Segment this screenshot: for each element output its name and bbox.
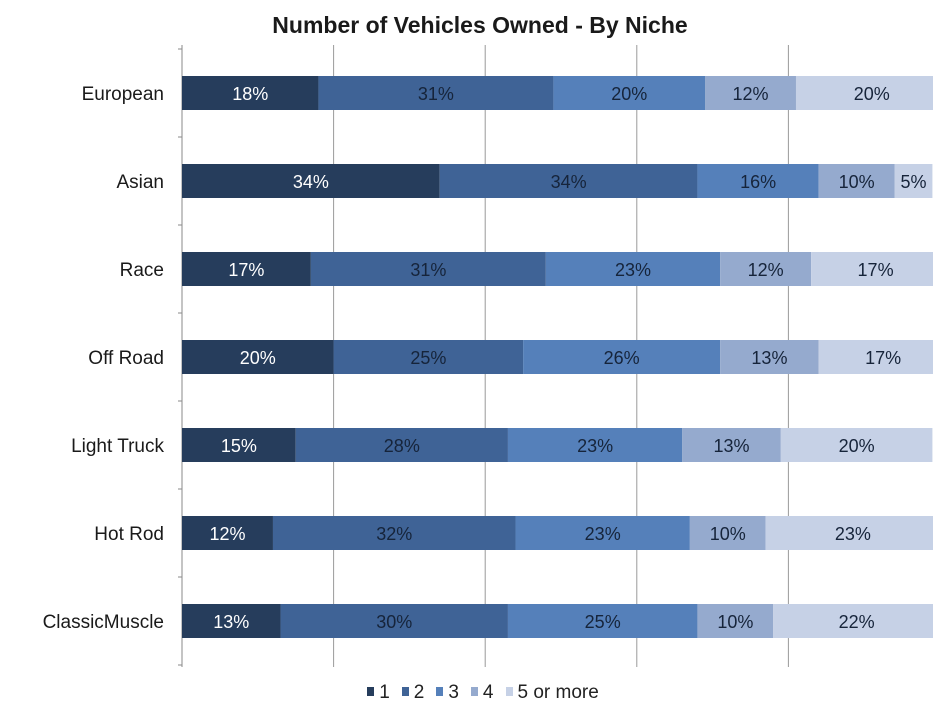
bar-segment [310, 252, 546, 286]
data-label: 26% [604, 348, 640, 368]
bar-segment [182, 164, 440, 198]
bar-segment [689, 516, 766, 550]
bar-segment [280, 604, 508, 638]
bar-segment [182, 252, 311, 286]
bar-segment [295, 428, 508, 462]
bar-segment [682, 428, 781, 462]
bar-segment [795, 76, 933, 110]
data-label: 23% [615, 260, 651, 280]
legend-item: 4 [470, 682, 494, 704]
data-label: 17% [228, 260, 264, 280]
bar-segment [818, 340, 933, 374]
chart-title: Number of Vehicles Owned - By Niche [272, 12, 688, 38]
legend-label: 5 or more [517, 682, 599, 703]
category-label: Race [120, 260, 164, 281]
bar-segment [773, 604, 933, 638]
data-label: 25% [410, 348, 446, 368]
legend-label: 1 [379, 682, 390, 703]
bar-segment [720, 252, 812, 286]
bar-segment [697, 164, 819, 198]
data-label: 20% [240, 348, 276, 368]
bar-segment [765, 516, 933, 550]
data-label: 17% [858, 260, 894, 280]
data-label: 12% [748, 260, 784, 280]
legend-item: 5 or more [505, 682, 599, 704]
legend-label: 3 [448, 682, 459, 703]
data-label: 13% [213, 612, 249, 632]
bar-segment [697, 604, 774, 638]
data-label: 31% [418, 84, 454, 104]
data-label: 31% [410, 260, 446, 280]
bar-segment [182, 516, 273, 550]
bar-segment [507, 428, 683, 462]
data-label: 34% [293, 172, 329, 192]
data-label: 23% [835, 524, 871, 544]
data-label: 30% [376, 612, 412, 632]
bar-segment [439, 164, 698, 198]
legend-label: 2 [413, 682, 425, 703]
category-label: Light Truck [71, 436, 164, 457]
data-label: 12% [732, 84, 768, 104]
data-label: 20% [611, 84, 647, 104]
bar-segment [272, 516, 516, 550]
category-label: European [82, 84, 164, 105]
category-label: Asian [116, 172, 164, 193]
data-label: 10% [717, 612, 753, 632]
data-label: 17% [865, 348, 901, 368]
legend-item: 1 [367, 682, 390, 704]
category-label: Off Road [88, 348, 164, 369]
data-label: 16% [740, 172, 776, 192]
data-label: 32% [376, 524, 412, 544]
chart-legend: 1 2 3 4 5 or more [0, 682, 933, 704]
data-label: 12% [209, 524, 245, 544]
bar-segment [182, 604, 281, 638]
category-label: Hot Rod [94, 524, 164, 545]
bar-segment [182, 340, 334, 374]
bar-segment [818, 164, 895, 198]
data-label: 23% [585, 524, 621, 544]
bar-segment [182, 76, 319, 110]
legend-item: 2 [401, 682, 425, 704]
bar-segment [333, 340, 524, 374]
data-label: 13% [751, 348, 787, 368]
category-label: ClassicMuscle [43, 612, 164, 633]
data-label: 13% [714, 436, 750, 456]
bar-segment [720, 340, 819, 374]
data-label: 5% [900, 172, 926, 192]
bar-segment [780, 428, 933, 462]
data-label: 28% [384, 436, 420, 456]
legend-swatch [367, 686, 375, 696]
bar-segment [811, 252, 933, 286]
bar-segment [182, 428, 296, 462]
data-label: 10% [710, 524, 746, 544]
bar-segment [523, 340, 721, 374]
legend-swatch [505, 686, 513, 696]
bar-segment [515, 516, 690, 550]
data-label: 10% [839, 172, 875, 192]
bar-segment [894, 164, 933, 198]
data-label: 25% [585, 612, 621, 632]
bar-segment [318, 76, 554, 110]
data-label: 22% [839, 612, 875, 632]
legend-swatch [401, 686, 409, 696]
legend-label: 4 [482, 682, 494, 703]
bar-segment [705, 76, 796, 110]
bar-segment [553, 76, 706, 110]
bar-segment [545, 252, 721, 286]
legend-swatch [470, 686, 478, 696]
data-label: 34% [551, 172, 587, 192]
data-label: 20% [839, 436, 875, 456]
data-label: 23% [577, 436, 613, 456]
legend-item: 3 [436, 682, 459, 704]
data-label: 15% [221, 436, 257, 456]
legend-swatch [436, 686, 444, 696]
bar-segment [507, 604, 698, 638]
data-label: 18% [232, 84, 268, 104]
data-label: 20% [854, 84, 890, 104]
